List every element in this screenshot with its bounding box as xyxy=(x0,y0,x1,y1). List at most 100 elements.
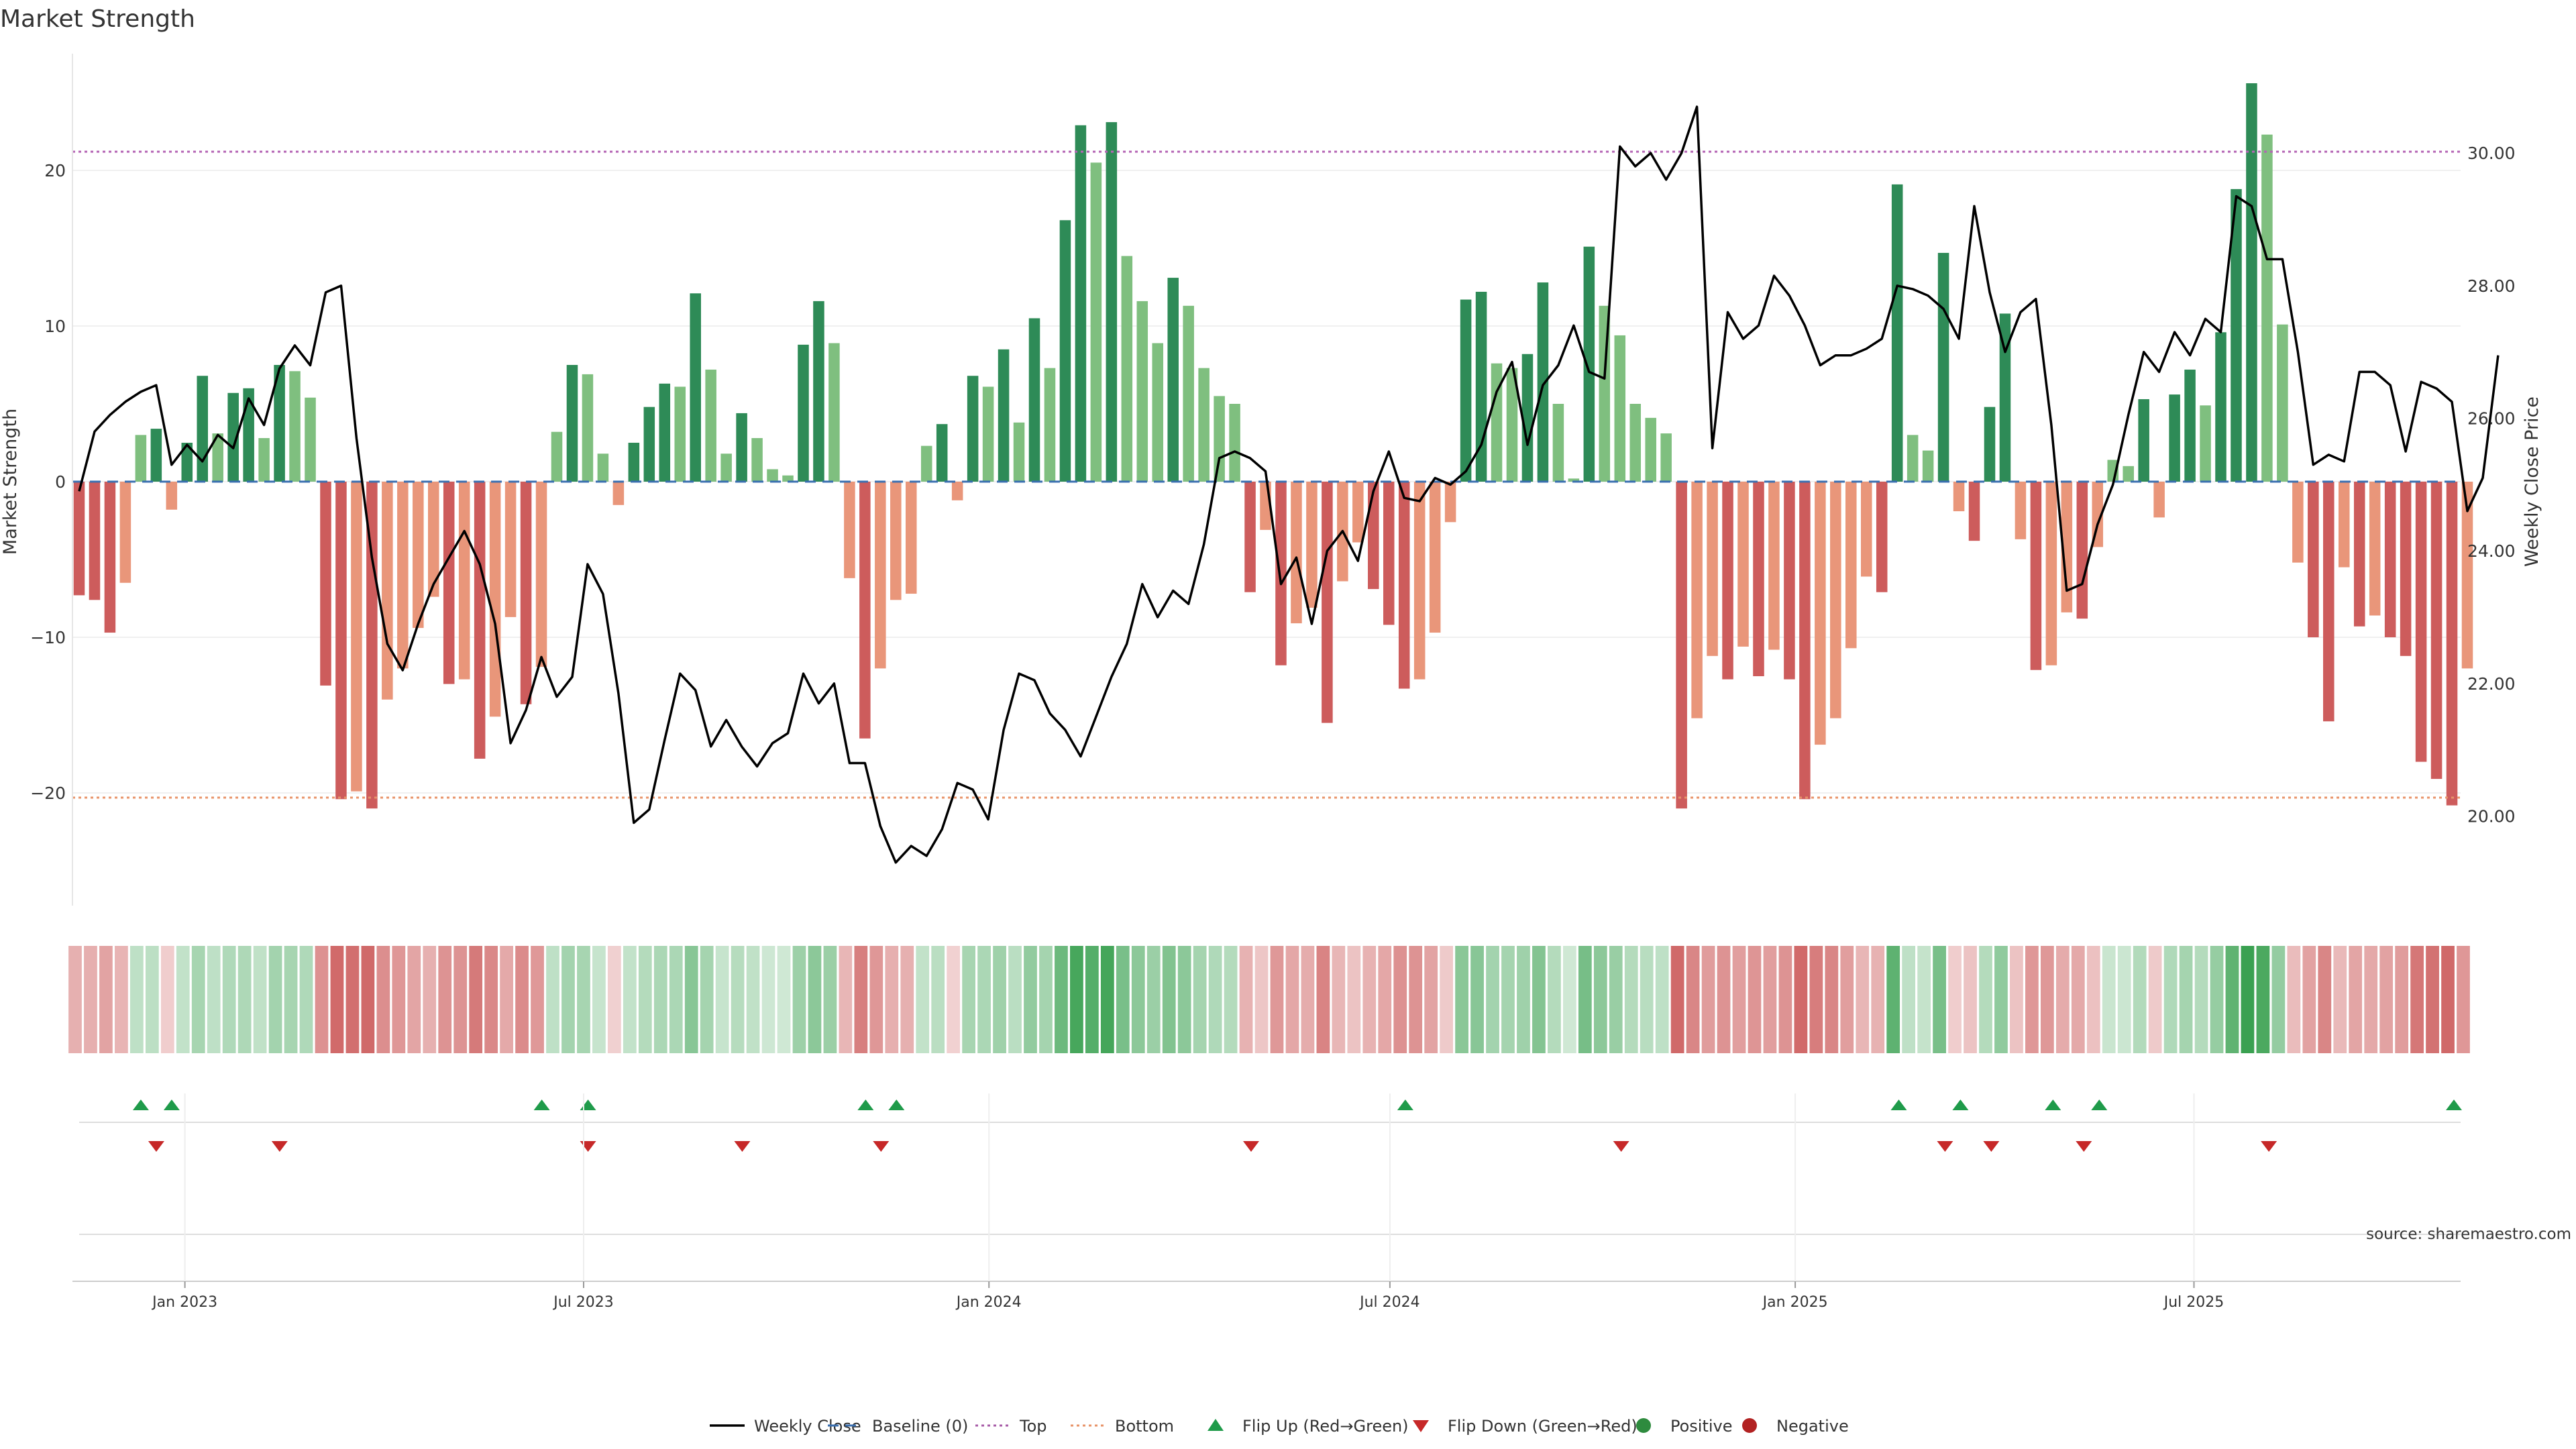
heat-cell xyxy=(623,946,637,1053)
left-tick-label: −20 xyxy=(30,784,66,803)
strength-bar xyxy=(2308,482,2319,637)
strength-bar xyxy=(2292,482,2304,563)
heat-cell xyxy=(438,946,452,1053)
strength-bar xyxy=(813,301,824,482)
flip-down-marker xyxy=(2076,1141,2092,1152)
strength-bar xyxy=(535,482,547,667)
heat-cell xyxy=(160,946,174,1053)
strength-bar xyxy=(474,482,486,759)
flip-up-marker xyxy=(163,1099,180,1110)
right-tick-label: 26.00 xyxy=(2467,409,2516,429)
weekly-close-line xyxy=(78,105,2500,864)
heat-cell xyxy=(1224,946,1238,1053)
strength-bar xyxy=(551,431,563,482)
strength-bar xyxy=(859,482,871,739)
heat-cell xyxy=(962,946,976,1053)
heat-cell xyxy=(531,946,544,1053)
heat-cell xyxy=(2395,946,2409,1053)
strength-bar xyxy=(1845,482,1857,649)
date-tick-label: Jan 2023 xyxy=(151,1294,217,1311)
heat-cell xyxy=(1424,946,1438,1053)
strength-bar xyxy=(289,371,301,482)
right-tick-label: 30.00 xyxy=(2467,144,2516,163)
heat-cell xyxy=(1100,946,1114,1053)
strength-bar xyxy=(1075,125,1087,482)
heat-cell xyxy=(299,946,313,1053)
heat-cell xyxy=(1640,946,1654,1053)
heat-cell xyxy=(1686,946,1700,1053)
flip-up-marker xyxy=(533,1099,550,1110)
legend-label: Weekly Close xyxy=(754,1417,861,1436)
strength-bar xyxy=(736,413,747,482)
strength-bar xyxy=(397,482,409,669)
legend-swatch-triangle-up xyxy=(1208,1419,1224,1431)
heat-cell xyxy=(1177,946,1191,1053)
heat-cell xyxy=(1532,946,1546,1053)
close-line-layer xyxy=(78,105,2500,864)
heat-cell xyxy=(869,946,883,1053)
heat-cell xyxy=(191,946,205,1053)
right-tick-label: 22.00 xyxy=(2467,674,2516,694)
date-tick-label: Jul 2025 xyxy=(2163,1294,2224,1311)
heat-cell xyxy=(2025,946,2039,1053)
heat-cell xyxy=(330,946,344,1053)
strength-bar xyxy=(320,482,331,686)
strength-bar xyxy=(1383,482,1395,625)
heat-cell xyxy=(808,946,822,1053)
legend-label: Baseline (0) xyxy=(872,1417,968,1436)
strength-bar xyxy=(751,438,763,482)
heat-cell xyxy=(577,946,590,1053)
heat-cell xyxy=(1085,946,1099,1053)
strength-bar xyxy=(2338,482,2350,568)
strength-bar xyxy=(566,365,578,482)
strength-bar xyxy=(1691,482,1703,718)
heat-cell xyxy=(1208,946,1222,1053)
heat-cell xyxy=(1024,946,1037,1053)
legend-label: Top xyxy=(1019,1417,1047,1436)
strength-bar xyxy=(1860,482,1872,577)
heat-cell xyxy=(1470,946,1484,1053)
heat-cell xyxy=(1162,946,1176,1053)
heat-cell xyxy=(823,946,837,1053)
strength-bar xyxy=(2184,369,2196,482)
strength-bar xyxy=(1521,354,1534,482)
heat-cell xyxy=(1748,946,1762,1053)
strength-bar xyxy=(2400,482,2412,656)
heat-cell xyxy=(2210,946,2224,1053)
heat-cell xyxy=(1948,946,1962,1053)
strength-bar xyxy=(2353,482,2365,627)
strength-bar xyxy=(967,376,979,482)
strength-bar xyxy=(1583,246,1595,482)
strength-bar xyxy=(998,349,1010,482)
strength-bar xyxy=(520,482,532,704)
strength-bar xyxy=(73,482,85,596)
strength-bar xyxy=(828,343,840,482)
strength-bar xyxy=(89,482,101,600)
strength-bar xyxy=(2231,189,2242,482)
strength-bar xyxy=(659,383,671,482)
heat-cell xyxy=(1301,946,1315,1053)
heat-cell xyxy=(469,946,483,1053)
legend-swatch-circle xyxy=(1636,1418,1651,1433)
heat-cell xyxy=(2133,946,2147,1053)
right-tick-label: 24.00 xyxy=(2467,541,2516,561)
strength-bar xyxy=(335,482,347,800)
heat-cell xyxy=(592,946,606,1053)
heat-cell xyxy=(145,946,159,1053)
strength-bar xyxy=(1953,482,1965,512)
heat-cell xyxy=(993,946,1006,1053)
heat-cell xyxy=(115,946,128,1053)
heat-cell xyxy=(1717,946,1731,1053)
strength-bar xyxy=(2200,405,2211,482)
source-label: source: sharemaestro.com xyxy=(2366,1226,2571,1243)
heat-cell xyxy=(1840,946,1854,1053)
strength-bar xyxy=(181,443,193,482)
heat-cell xyxy=(1778,946,1792,1053)
heat-cell xyxy=(839,946,853,1053)
flip-up-marker xyxy=(857,1099,874,1110)
heat-cell xyxy=(900,946,914,1053)
heat-cell xyxy=(1964,946,1977,1053)
flip-up-marker xyxy=(580,1099,596,1110)
legend-item: Flip Up (Red→Green) xyxy=(1208,1417,1409,1436)
